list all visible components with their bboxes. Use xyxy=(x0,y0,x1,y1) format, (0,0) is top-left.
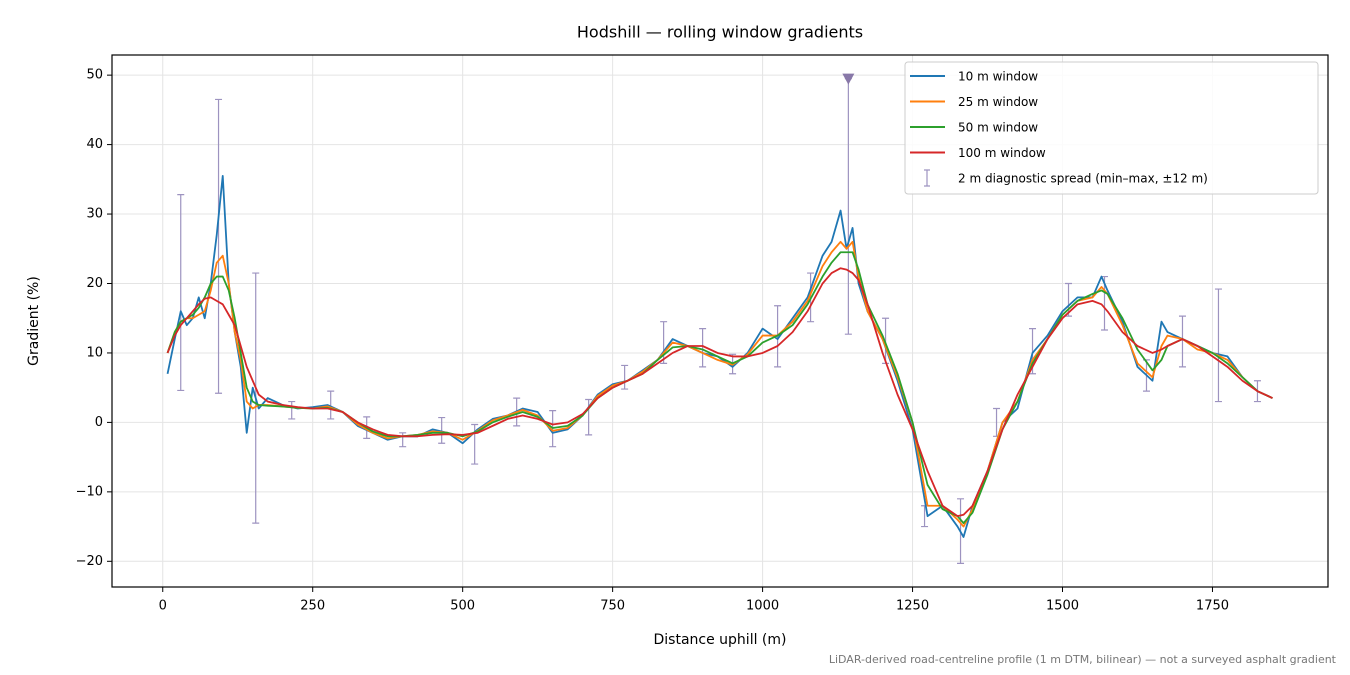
error-bar xyxy=(215,98,223,394)
error-bar xyxy=(699,328,707,368)
y-tick-label: 10 xyxy=(86,345,103,360)
x-axis-label: Distance uphill (m) xyxy=(654,632,787,648)
x-tick-label: 250 xyxy=(300,599,325,614)
footnote: LiDAR-derived road-centreline profile (1… xyxy=(829,653,1337,666)
error-bar xyxy=(438,416,446,444)
y-axis-label: Gradient (%) xyxy=(26,276,42,366)
error-bar xyxy=(1214,288,1222,403)
error-bar xyxy=(177,193,185,392)
legend-label: 10 m window xyxy=(958,70,1038,84)
series-line xyxy=(166,267,1273,518)
x-tick-label: 0 xyxy=(159,599,167,614)
error-bar xyxy=(327,390,335,420)
y-tick-label: 40 xyxy=(86,137,103,152)
error-bar xyxy=(585,398,593,436)
x-tick-label: 750 xyxy=(600,599,625,614)
plot-frame xyxy=(111,54,1329,588)
series-line xyxy=(166,251,1273,525)
legend-label: 25 m window xyxy=(958,95,1038,109)
error-bar xyxy=(399,432,407,448)
chart-title: Hodshill — rolling window gradients xyxy=(577,23,863,42)
y-tick-label: 50 xyxy=(86,68,103,83)
legend: 10 m window 25 m window 50 m window 100 m w… xyxy=(904,61,1319,195)
error-bar xyxy=(1065,282,1073,317)
legend-box xyxy=(904,61,1319,195)
error-bar xyxy=(660,321,668,364)
legend-swatch xyxy=(924,169,930,187)
clip-marker xyxy=(842,73,855,85)
legend-label: 2 m diagnostic spread (min–max, ±12 m) xyxy=(958,172,1208,186)
x-tick-label: 1000 xyxy=(746,599,779,614)
y-tick-label: −10 xyxy=(76,484,103,499)
x-tick-label: 1500 xyxy=(1046,599,1079,614)
error-bar xyxy=(1178,315,1186,368)
y-tick-label: 20 xyxy=(86,276,103,291)
plot-area xyxy=(166,73,1273,564)
x-tick-label: 500 xyxy=(450,599,475,614)
y-tick-label: 30 xyxy=(86,207,103,222)
error-bar xyxy=(288,400,296,420)
x-tick-label: 1250 xyxy=(896,599,929,614)
legend-label: 100 m window xyxy=(958,146,1046,160)
y-tick-label: 0 xyxy=(95,415,103,430)
error-bar xyxy=(621,364,629,390)
y-tick-label: −20 xyxy=(76,554,103,569)
legend-label: 50 m window xyxy=(958,121,1038,135)
x-tick-label: 1750 xyxy=(1196,599,1229,614)
